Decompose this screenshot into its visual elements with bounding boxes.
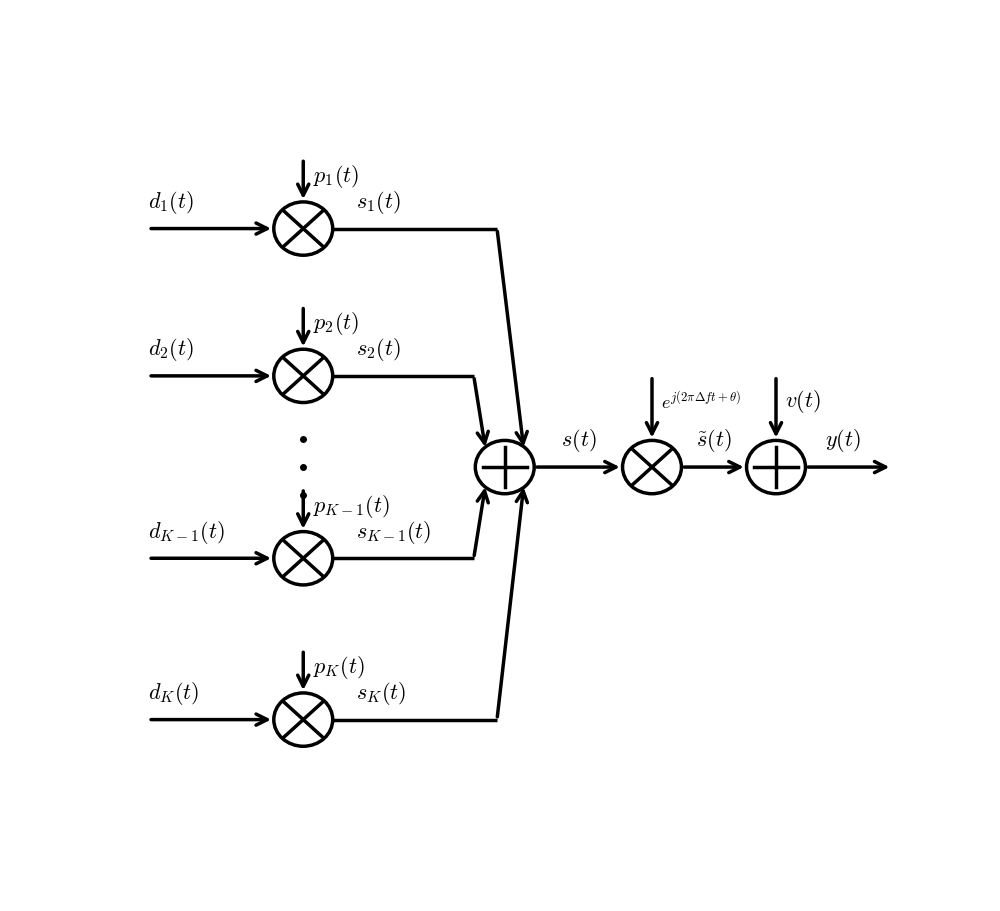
Text: $s_1(t)$: $s_1(t)$	[356, 189, 401, 216]
Text: $e^{j(2\pi\Delta ft+\theta)}$: $e^{j(2\pi\Delta ft+\theta)}$	[661, 390, 742, 412]
Text: $s_K(t)$: $s_K(t)$	[356, 680, 406, 707]
Text: $s_{K-1}(t)$: $s_{K-1}(t)$	[356, 518, 431, 546]
Text: $d_2(t)$: $d_2(t)$	[148, 336, 194, 363]
Text: $s(t)$: $s(t)$	[561, 427, 596, 455]
Text: $v(t)$: $v(t)$	[785, 388, 821, 415]
Text: $s_2(t)$: $s_2(t)$	[356, 336, 401, 363]
Text: $p_1(t)$: $p_1(t)$	[313, 163, 359, 190]
Text: $d_K(t)$: $d_K(t)$	[148, 680, 200, 707]
Text: $y(t)$: $y(t)$	[825, 427, 861, 455]
Text: $d_{K-1}(t)$: $d_{K-1}(t)$	[148, 518, 225, 546]
Text: $d_1(t)$: $d_1(t)$	[148, 189, 194, 216]
Text: $\tilde{s}(t)$: $\tilde{s}(t)$	[696, 427, 732, 455]
Text: $p_K(t)$: $p_K(t)$	[313, 654, 364, 681]
Text: $p_{K-1}(t)$: $p_{K-1}(t)$	[313, 493, 390, 520]
Text: $p_2(t)$: $p_2(t)$	[313, 311, 359, 337]
